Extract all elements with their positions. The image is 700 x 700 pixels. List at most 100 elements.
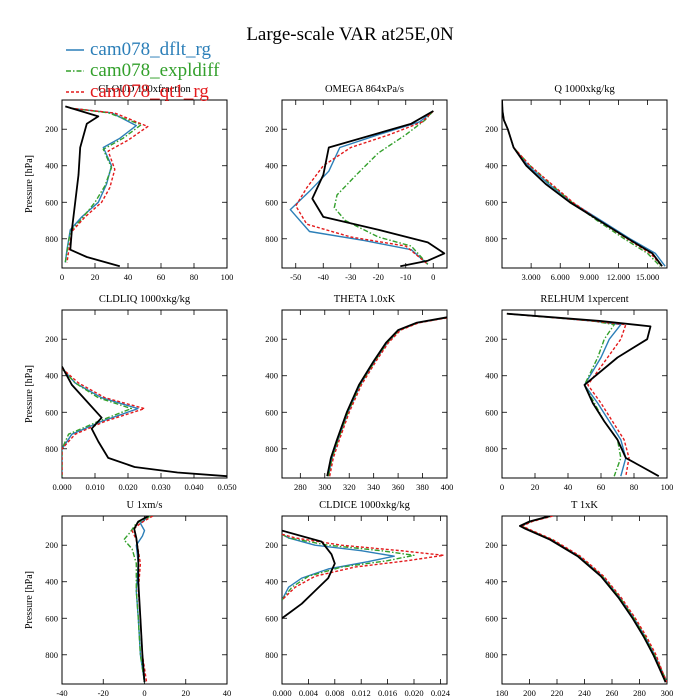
- series-line-qt1: [66, 107, 149, 263]
- series-line-dflt: [282, 533, 395, 601]
- legend-label: cam078_dflt_rg: [90, 39, 212, 60]
- series-line-expldiff: [62, 367, 132, 477]
- panel-title: T 1xK: [571, 500, 598, 511]
- x-tick-label: 0.020: [404, 688, 423, 698]
- y-tick-label: 400: [45, 577, 58, 587]
- y-tick-label: 200: [45, 334, 58, 344]
- y-tick-label: 800: [45, 234, 58, 244]
- x-tick-label: 0.004: [299, 688, 319, 698]
- x-tick-label: 0.000: [272, 688, 291, 698]
- legend-label: cam078_qt1_rg: [90, 81, 209, 102]
- y-tick-label: 200: [265, 334, 278, 344]
- x-tick-label: 0: [431, 272, 435, 282]
- x-tick-label: 20: [91, 272, 100, 282]
- panel-1: CLOUD 100xfraction 0 20 40 60 80 100 200 400 600 8…: [24, 84, 233, 282]
- y-tick-label: 800: [45, 444, 58, 454]
- panel-2: OMEGA 864xPa/s -50 -40 -30 -20 -10 0 200 400 600 8…: [265, 84, 448, 282]
- x-tick-label: 12.000: [607, 272, 630, 282]
- x-tick-label: 60: [597, 482, 606, 492]
- series-line-dflt: [506, 313, 627, 477]
- plot-frame: [61, 515, 228, 685]
- y-tick-label: 800: [485, 444, 498, 454]
- x-tick-label: 280: [633, 688, 646, 698]
- series-line-reference: [133, 516, 150, 683]
- x-tick-label: 40: [124, 272, 133, 282]
- y-axis-label: Pressure [hPa]: [24, 155, 35, 213]
- x-tick-label: 180: [496, 688, 509, 698]
- x-tick-label: 340: [367, 482, 380, 492]
- series-line-dflt: [502, 100, 666, 267]
- y-tick-label: 800: [265, 650, 278, 660]
- x-tick-label: 100: [221, 272, 234, 282]
- y-tick-label: 800: [485, 234, 498, 244]
- x-tick-label: 320: [343, 482, 356, 492]
- series-line-dflt: [520, 516, 667, 683]
- series-line-expldiff: [506, 313, 622, 477]
- x-tick-label: 0.000: [52, 482, 71, 492]
- series-line-dflt: [62, 367, 139, 477]
- series-line-reference: [502, 100, 663, 267]
- series-line-reference: [62, 366, 227, 478]
- panel-7: U 1xm/s -40 -20 0 20 40 200 400 600 800 Pressure […: [24, 500, 231, 698]
- x-tick-label: 0.010: [85, 482, 104, 492]
- panel-5: THETA 1.0xK 280 300 320 340 360 380 400 200 400 60…: [265, 294, 453, 492]
- x-tick-label: 40: [223, 688, 232, 698]
- plot-frame: [61, 99, 228, 269]
- series-line-reference: [282, 529, 336, 620]
- x-tick-label: 0.024: [431, 688, 451, 698]
- y-tick-label: 600: [265, 613, 278, 623]
- series-line-reference: [65, 105, 121, 268]
- x-tick-label: 0.012: [352, 688, 371, 698]
- x-tick-label: -20: [98, 688, 109, 698]
- y-tick-label: 400: [265, 161, 278, 171]
- series-line-reference: [326, 316, 447, 477]
- y-tick-label: 400: [45, 371, 58, 381]
- x-tick-label: 240: [578, 688, 591, 698]
- series-line-expldiff: [502, 100, 661, 267]
- panel-title: OMEGA 864xPa/s: [325, 84, 404, 95]
- x-tick-label: 200: [523, 688, 536, 698]
- y-tick-label: 400: [45, 161, 58, 171]
- y-axis-label: Pressure [hPa]: [24, 571, 35, 629]
- series-line-expldiff: [123, 516, 152, 683]
- x-tick-label: 80: [190, 272, 199, 282]
- series-line-qt1: [521, 516, 667, 683]
- y-tick-label: 600: [485, 197, 498, 207]
- plot-frame: [281, 309, 448, 479]
- series-line-reference: [519, 516, 667, 683]
- series-line-qt1: [295, 110, 434, 265]
- series-line-reference: [506, 312, 660, 477]
- x-tick-label: 6.000: [551, 272, 570, 282]
- plot-frame: [501, 515, 668, 685]
- x-tick-label: 300: [661, 688, 674, 698]
- x-tick-label: 9.000: [580, 272, 599, 282]
- panel-title: CLDICE 1000xkg/kg: [319, 500, 410, 511]
- series-line-expldiff: [333, 110, 434, 265]
- x-tick-label: 3.000: [522, 272, 541, 282]
- y-tick-label: 400: [485, 161, 498, 171]
- y-tick-label: 600: [485, 407, 498, 417]
- panel-3: Q 1000xkg/kg 3.000 6.000 9.000 12.000 15.000 2…: [485, 84, 668, 282]
- y-tick-label: 600: [265, 407, 278, 417]
- y-tick-label: 400: [265, 577, 278, 587]
- panel-title: THETA 1.0xK: [334, 294, 396, 305]
- chart-main-title: Large-scale VAR at25E,0N: [246, 24, 454, 45]
- panel-4: CLDLIQ 1000xkg/kg 0.000 0.010 0.020 0.030 0.0…: [24, 294, 237, 492]
- panel-title: U 1xm/s: [127, 500, 163, 511]
- x-tick-label: 400: [441, 482, 454, 492]
- series-line-qt1: [502, 100, 663, 267]
- y-tick-label: 600: [45, 407, 58, 417]
- panel-title: Q 1000xkg/kg: [554, 84, 615, 95]
- y-tick-label: 800: [45, 650, 58, 660]
- panel-8: CLDICE 1000xkg/kg 0.000 0.004 0.008 0.012 0.0…: [265, 500, 450, 698]
- x-tick-label: 360: [392, 482, 405, 492]
- y-tick-label: 200: [45, 124, 58, 134]
- x-tick-label: 380: [416, 482, 429, 492]
- series-line-qt1: [62, 367, 146, 477]
- x-tick-label: 40: [564, 482, 573, 492]
- x-tick-label: -20: [373, 272, 384, 282]
- x-tick-label: 0: [142, 688, 146, 698]
- x-tick-label: 80: [630, 482, 639, 492]
- plot-frame: [281, 99, 448, 269]
